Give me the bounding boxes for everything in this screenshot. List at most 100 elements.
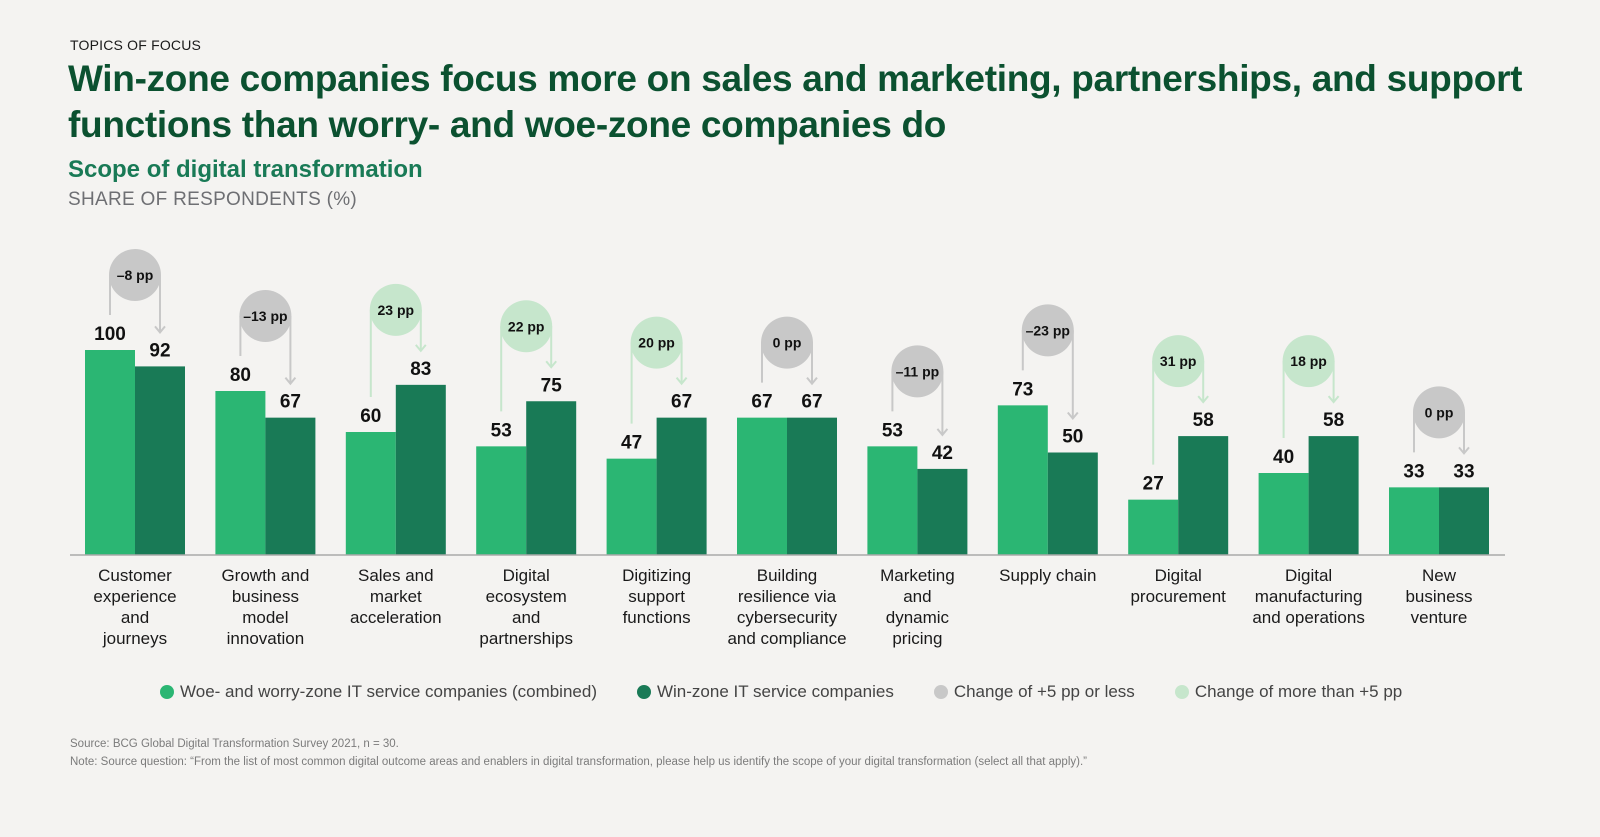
legend-item-woe-worry: Woe- and worry-zone IT service companies… [160,682,597,702]
category-label: Customer experience and journeys [93,566,176,648]
bar-win [395,384,446,555]
value-label-win: 67 [801,392,822,413]
arrow-down-icon [545,360,557,369]
bar-woe-worry [1128,499,1179,555]
category-label-line: Marketing [880,566,955,585]
category-label: Digitizing support functions [622,566,691,627]
value-label-woe-worry: 60 [360,406,381,427]
value-label-win: 75 [541,375,563,396]
arrow-down-icon [284,377,297,386]
category-label: Supply chain [999,566,1096,585]
change-label: –23 pp [1026,322,1070,338]
bar-woe-worry [85,350,135,555]
category-label: Sales and market acceleration [350,566,442,627]
category-label: Digital ecosystem and partnerships [479,566,573,648]
category-label-line: and compliance [727,629,846,648]
bar-woe-worry [997,405,1048,555]
category-label-line: venture [1411,608,1468,627]
question-note: Note: Source question: “From the list of… [70,756,1087,768]
arrow-down-icon [1067,411,1079,421]
category-label-line: business [232,587,299,606]
category-label-line: Customer [98,566,172,585]
legend-dot-large-change [1174,685,1189,699]
value-label-woe-worry: 40 [1273,447,1294,468]
legend: Woe- and worry-zone IT service companies… [160,682,1402,702]
category-label-line: and [903,587,931,606]
category-label-line: cybersecurity [737,608,838,627]
arrow-down-icon [806,377,818,386]
bar-woe-worry [1389,487,1439,555]
change-bubble [1152,335,1205,388]
value-label-win: 42 [932,443,953,464]
category-label-line: Building [757,566,818,585]
bar-woe-worry [867,446,918,555]
legend-item-win: Win-zone IT service companies [636,682,894,702]
change-bubble [630,316,683,369]
change-label: 0 pp [1425,404,1454,420]
category-label-line: partnerships [479,629,573,648]
category-label-line: dynamic [886,608,950,627]
category-label-line: and [121,608,149,627]
value-label-woe-worry: 80 [230,365,251,386]
chart-subtitle: Scope of digital transformation [68,156,423,183]
legend-dot-small-change [933,685,948,699]
arrow-down-icon [1327,395,1340,404]
category-label-line: functions [623,608,691,627]
change-bubble [1021,304,1074,357]
category-label-line: business [1405,587,1472,606]
category-label-line: manufacturing [1255,587,1363,606]
bar-win [265,417,316,555]
category-label-line: journeys [102,629,167,648]
change-label: –11 pp [896,363,940,379]
value-label-woe-worry: 33 [1403,461,1424,482]
value-label-woe-worry: 53 [882,420,903,441]
change-bubble [109,249,161,301]
category-label-line: model [242,608,288,627]
change-label: –13 pp [243,308,287,324]
arrow-down-icon [154,325,166,334]
change-bubble [369,283,422,336]
value-label-win: 50 [1062,427,1083,448]
value-label-woe-worry: 100 [94,324,126,345]
annotations-layer: –8 pp –13 pp 23 pp 22 pp 20 pp 0 pp –11 pp –23 … [109,249,1470,465]
bar-woe-worry [476,446,527,555]
change-bubble [891,345,944,398]
change-bubble [500,300,553,353]
arrow-down-icon [1458,446,1470,455]
value-label-win: 67 [671,392,692,413]
bar-win [787,417,837,555]
category-label-line: Digital [1155,566,1202,585]
category-label-line: Sales and [358,566,434,585]
unit-label: SHARE OF RESPONDENTS (%) [68,189,358,210]
change-label: –8 pp [117,267,154,283]
category-labels-layer: Customer experience and journeys Growth and b… [93,566,1472,648]
legend-label: Change of +5 pp or less [953,682,1135,701]
bar-win [1047,452,1098,555]
bar-win [1178,436,1229,555]
category-label-line: resilience via [738,587,837,606]
category-label-line: acceleration [350,608,442,627]
category-label: Building resilience via cybersecurity and c… [727,566,846,648]
change-label: 18 pp [1290,353,1327,369]
source-note: Source: BCG Global Digital Transformatio… [70,738,399,750]
bars-layer: 100 92 80 67 60 83 53 75 47 67 67 67 53 42 73 50 27 58 40 5… [85,324,1489,555]
category-label-line: Digital [503,566,550,585]
category-label-line: experience [93,587,176,606]
bar-win [135,366,185,555]
change-bubble [761,316,813,369]
value-label-woe-worry: 67 [751,392,772,413]
value-label-woe-worry: 47 [621,433,642,454]
arrow-down-icon [1197,395,1209,404]
value-label-win: 92 [149,340,170,361]
category-label: Growth and business model innovation [221,566,309,648]
chart-title: Win-zone companies focus more on sales a… [68,58,1523,145]
legend-label: Woe- and worry-zone IT service companies… [180,682,597,701]
bar-woe-worry [606,458,657,555]
category-label: Digital procurement [1130,566,1226,606]
legend-dot-win [636,685,651,699]
legend-label: Win-zone IT service companies [656,682,894,701]
category-label-line: and operations [1252,608,1364,627]
change-label: 20 pp [638,335,675,351]
category-label-line: Supply chain [999,566,1096,585]
arrow-down-icon [675,377,688,386]
